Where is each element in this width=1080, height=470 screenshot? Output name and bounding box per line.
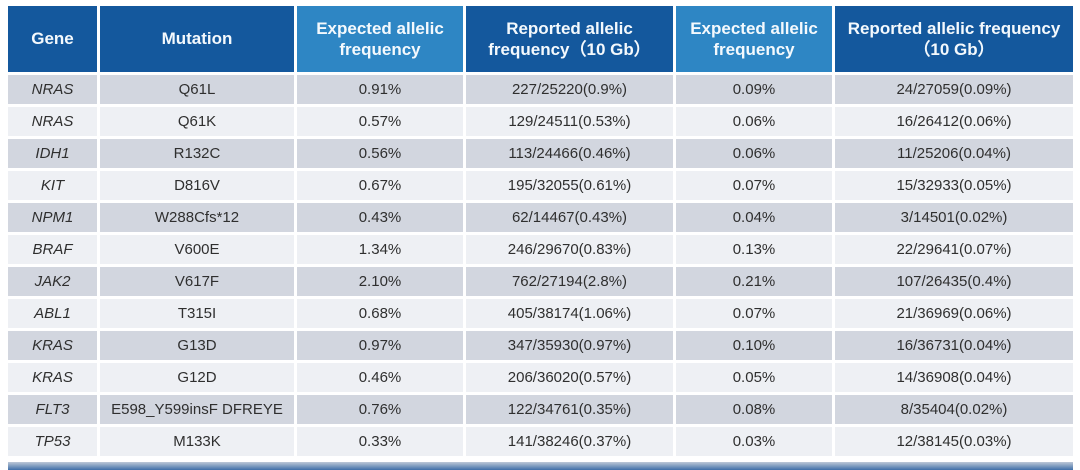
reported-frequency-cell-2: 16/36731(0.04%) — [835, 331, 1073, 360]
expected-frequency-cell-2: 0.10% — [676, 331, 832, 360]
reported-frequency-cell-2: 16/26412(0.06%) — [835, 107, 1073, 136]
gene-cell: BRAF — [8, 235, 97, 264]
gene-cell: NPM1 — [8, 203, 97, 232]
expected-frequency-cell-2: 0.07% — [676, 299, 832, 328]
reported-frequency-cell-1: 762/27194(2.8%) — [466, 267, 673, 296]
expected-frequency-cell-1: 0.46% — [297, 363, 463, 392]
reported-frequency-cell-1: 62/14467(0.43%) — [466, 203, 673, 232]
reported-frequency-cell-2: 107/26435(0.4%) — [835, 267, 1073, 296]
expected-frequency-cell-1: 0.56% — [297, 139, 463, 168]
mutation-cell: M133K — [100, 427, 294, 456]
reported-frequency-cell-2: 3/14501(0.02%) — [835, 203, 1073, 232]
column-header-expected-frequency-2: Expected allelic frequency — [676, 6, 832, 72]
expected-frequency-cell-1: 0.91% — [297, 75, 463, 104]
reported-frequency-cell-1: 347/35930(0.97%) — [466, 331, 673, 360]
mutation-cell: V600E — [100, 235, 294, 264]
expected-frequency-cell-2: 0.04% — [676, 203, 832, 232]
gene-cell: KIT — [8, 171, 97, 200]
expected-frequency-cell-2: 0.08% — [676, 395, 832, 424]
gene-cell: NRAS — [8, 75, 97, 104]
reported-frequency-cell-2: 22/29641(0.07%) — [835, 235, 1073, 264]
reported-frequency-cell-1: 129/24511(0.53%) — [466, 107, 673, 136]
expected-frequency-cell-1: 2.10% — [297, 267, 463, 296]
mutation-cell: V617F — [100, 267, 294, 296]
column-header-reported-frequency-2: Reported allelic frequency（10 Gb） — [835, 6, 1073, 72]
reported-frequency-cell-2: 24/27059(0.09%) — [835, 75, 1073, 104]
reported-frequency-cell-1: 195/32055(0.61%) — [466, 171, 673, 200]
expected-frequency-cell-2: 0.03% — [676, 427, 832, 456]
reported-frequency-cell-1: 113/24466(0.46%) — [466, 139, 673, 168]
expected-frequency-cell-2: 0.09% — [676, 75, 832, 104]
gene-cell: KRAS — [8, 363, 97, 392]
expected-frequency-cell-1: 0.76% — [297, 395, 463, 424]
expected-frequency-cell-1: 1.34% — [297, 235, 463, 264]
reported-frequency-cell-2: 21/36969(0.06%) — [835, 299, 1073, 328]
gene-cell: KRAS — [8, 331, 97, 360]
table-bottom-border — [8, 462, 1073, 470]
expected-frequency-cell-1: 0.33% — [297, 427, 463, 456]
mutation-cell: G12D — [100, 363, 294, 392]
gene-cell: JAK2 — [8, 267, 97, 296]
reported-frequency-cell-1: 122/34761(0.35%) — [466, 395, 673, 424]
allelic-frequency-table: Gene Mutation Expected allelic frequency… — [8, 6, 1073, 456]
column-header-expected-frequency-1: Expected allelic frequency — [297, 6, 463, 72]
expected-frequency-cell-2: 0.06% — [676, 139, 832, 168]
gene-cell: IDH1 — [8, 139, 97, 168]
reported-frequency-cell-1: 405/38174(1.06%) — [466, 299, 673, 328]
column-header-mutation: Mutation — [100, 6, 294, 72]
reported-frequency-cell-2: 8/35404(0.02%) — [835, 395, 1073, 424]
reported-frequency-cell-2: 11/25206(0.04%) — [835, 139, 1073, 168]
expected-frequency-cell-1: 0.97% — [297, 331, 463, 360]
gene-cell: FLT3 — [8, 395, 97, 424]
mutation-cell: Q61L — [100, 75, 294, 104]
expected-frequency-cell-1: 0.57% — [297, 107, 463, 136]
reported-frequency-cell-2: 14/36908(0.04%) — [835, 363, 1073, 392]
gene-cell: TP53 — [8, 427, 97, 456]
reported-frequency-cell-2: 12/38145(0.03%) — [835, 427, 1073, 456]
expected-frequency-cell-1: 0.43% — [297, 203, 463, 232]
reported-frequency-cell-1: 227/25220(0.9%) — [466, 75, 673, 104]
expected-frequency-cell-1: 0.67% — [297, 171, 463, 200]
column-header-gene: Gene — [8, 6, 97, 72]
reported-frequency-cell-1: 246/29670(0.83%) — [466, 235, 673, 264]
gene-cell: NRAS — [8, 107, 97, 136]
mutation-cell: R132C — [100, 139, 294, 168]
mutation-cell: D816V — [100, 171, 294, 200]
expected-frequency-cell-2: 0.06% — [676, 107, 832, 136]
reported-frequency-cell-1: 141/38246(0.37%) — [466, 427, 673, 456]
gene-cell: ABL1 — [8, 299, 97, 328]
mutation-cell: G13D — [100, 331, 294, 360]
column-header-reported-frequency-1: Reported allelic frequency（10 Gb） — [466, 6, 673, 72]
mutation-cell: W288Cfs*12 — [100, 203, 294, 232]
expected-frequency-cell-2: 0.13% — [676, 235, 832, 264]
reported-frequency-cell-2: 15/32933(0.05%) — [835, 171, 1073, 200]
expected-frequency-cell-1: 0.68% — [297, 299, 463, 328]
mutation-cell: Q61K — [100, 107, 294, 136]
reported-frequency-cell-1: 206/36020(0.57%) — [466, 363, 673, 392]
mutation-cell: T315I — [100, 299, 294, 328]
mutation-cell: E598_Y599insF DFREYE — [100, 395, 294, 424]
expected-frequency-cell-2: 0.07% — [676, 171, 832, 200]
expected-frequency-cell-2: 0.21% — [676, 267, 832, 296]
expected-frequency-cell-2: 0.05% — [676, 363, 832, 392]
